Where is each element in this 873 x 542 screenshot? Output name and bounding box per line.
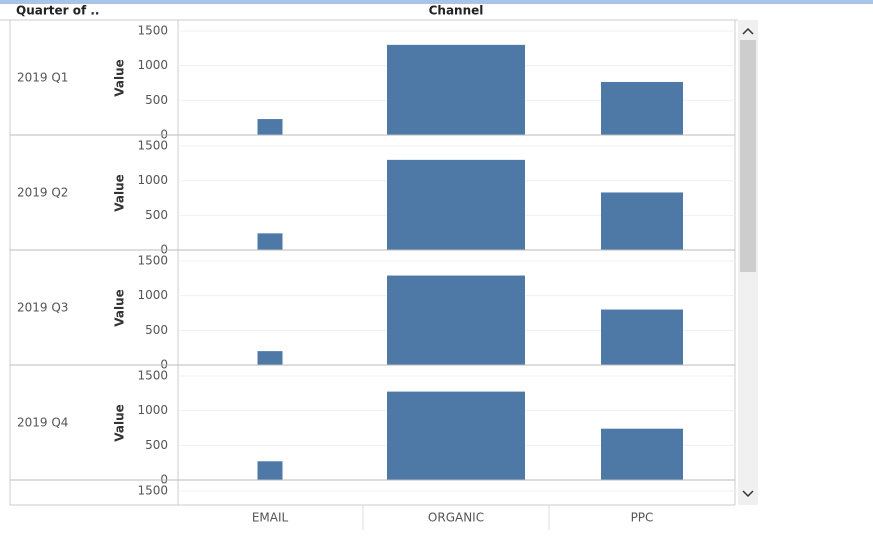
bar bbox=[601, 428, 683, 480]
row-label: 2019 Q2 bbox=[17, 186, 68, 200]
y-axis-title: Value bbox=[113, 174, 127, 212]
y-tick-label: 1500 bbox=[137, 254, 168, 268]
y-axis-title: Value bbox=[113, 59, 127, 97]
y-tick-label: 1000 bbox=[137, 58, 168, 72]
y-axis-title: Value bbox=[113, 404, 127, 442]
scroll-up[interactable] bbox=[742, 27, 754, 35]
panels: 2019 Q1Value0500100015002019 Q2Value0500… bbox=[10, 24, 735, 542]
column-header: Channel bbox=[429, 4, 484, 18]
y-axis-title: Value bbox=[113, 519, 127, 542]
bar bbox=[387, 391, 525, 480]
scroll-down[interactable] bbox=[742, 490, 754, 498]
top-border bbox=[0, 0, 873, 4]
bar bbox=[601, 192, 683, 250]
bar bbox=[387, 44, 525, 135]
y-tick-label: 500 bbox=[145, 323, 168, 337]
row-label: 2020 Q1 bbox=[17, 531, 68, 542]
y-tick-label: 500 bbox=[145, 93, 168, 107]
y-tick-label: 1000 bbox=[137, 518, 168, 532]
y-tick-label: 1500 bbox=[137, 484, 168, 498]
bar bbox=[387, 275, 525, 365]
x-tick-label: EMAIL bbox=[252, 511, 289, 525]
bar bbox=[257, 351, 283, 365]
y-tick-label: 1500 bbox=[137, 24, 168, 38]
bar bbox=[601, 309, 683, 365]
row-label: 2019 Q3 bbox=[17, 301, 68, 315]
row-label: 2019 Q4 bbox=[17, 416, 68, 430]
y-tick-label: 1000 bbox=[137, 173, 168, 187]
scroll-thumb[interactable] bbox=[740, 40, 756, 272]
x-tick-label: ORGANIC bbox=[428, 511, 484, 525]
y-tick-label: 1500 bbox=[137, 369, 168, 383]
y-tick-label: 1000 bbox=[137, 403, 168, 417]
bar bbox=[257, 233, 283, 250]
bar bbox=[387, 159, 525, 250]
y-tick-label: 500 bbox=[145, 438, 168, 452]
y-tick-label: 1000 bbox=[137, 288, 168, 302]
bar bbox=[257, 461, 283, 480]
y-tick-label: 500 bbox=[145, 208, 168, 222]
x-tick-label: PPC bbox=[631, 511, 654, 525]
row-label: 2019 Q1 bbox=[17, 71, 68, 85]
row-header: Quarter of .. bbox=[16, 4, 100, 18]
y-axis-title: Value bbox=[113, 289, 127, 327]
bar bbox=[601, 81, 683, 135]
bar bbox=[257, 119, 283, 135]
y-tick-label: 1500 bbox=[137, 139, 168, 153]
